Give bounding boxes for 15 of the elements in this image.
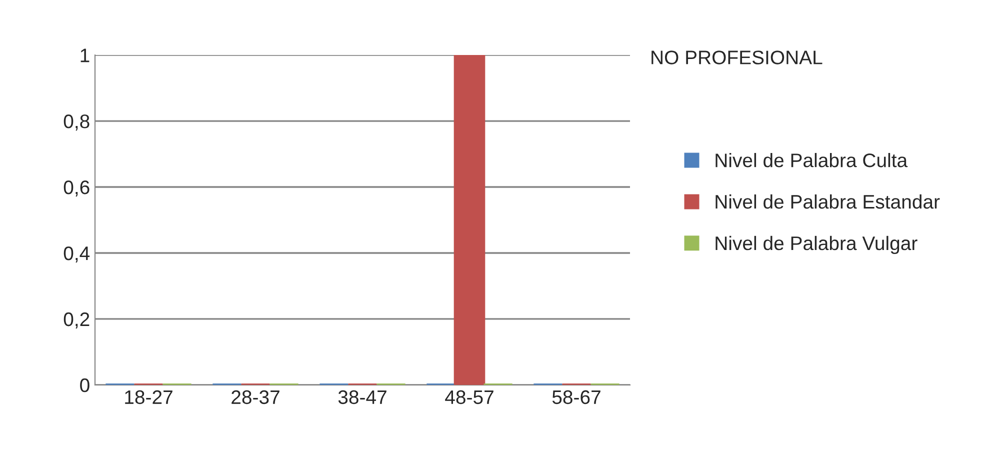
legend-label: Nivel de Palabra Estandar bbox=[716, 194, 940, 209]
y-tick-label: 1 bbox=[80, 48, 90, 62]
x-tick-label: 48-57 bbox=[445, 390, 494, 404]
x-tick-label: 28-37 bbox=[232, 390, 280, 404]
legend-label: Nivel de Palabra Culta bbox=[716, 152, 908, 168]
x-tick-label: 38-47 bbox=[338, 390, 386, 404]
text: NO PROFESIONAL bbox=[652, 50, 822, 64]
x-tick-label: 18-27 bbox=[125, 390, 172, 404]
y-tick-label: 0,6 bbox=[64, 180, 90, 197]
x-tick-label: 58-67 bbox=[552, 390, 600, 404]
y-tick-label: 0,8 bbox=[64, 114, 90, 131]
y-tick-label: 0 bbox=[80, 378, 90, 392]
y-tick-label: 0,2 bbox=[64, 312, 90, 328]
legend-label: Nivel de Palabra Vulgar bbox=[716, 236, 918, 254]
y-tick-label: 0,4 bbox=[64, 246, 90, 263]
